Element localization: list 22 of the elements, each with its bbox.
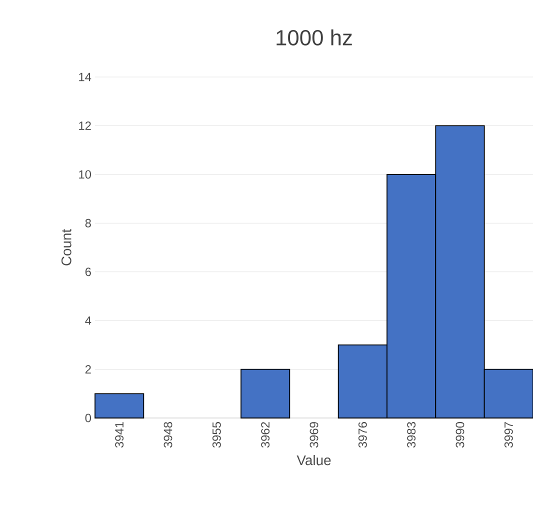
x-tick-label: 3969 <box>310 422 318 448</box>
x-tick-label: 3941 <box>115 422 124 448</box>
x-tick-label: 3955 <box>212 422 221 448</box>
bar <box>240 368 290 418</box>
y-tick-label: 10 <box>79 170 92 179</box>
y-tick-label: 14 <box>79 72 92 82</box>
y-tick-label: 12 <box>79 122 91 130</box>
x-tick-label: 3983 <box>407 422 416 448</box>
y-tick-label: 2 <box>85 365 91 374</box>
x-axis-title: Value <box>296 454 331 466</box>
bar <box>94 393 144 418</box>
x-tick-label: 3990 <box>456 422 464 448</box>
x-tick-label: 3976 <box>358 422 367 448</box>
y-tick-label: 6 <box>85 268 91 276</box>
y-tick-label: 8 <box>85 218 91 228</box>
y-tick-label: 0 <box>85 414 92 422</box>
chart-title: 1000 hz <box>276 29 352 46</box>
x-tick-label: 3962 <box>261 422 270 448</box>
x-tick-label: 3997 <box>504 422 513 448</box>
y-axis-title: Count <box>61 228 72 266</box>
x-tick-label: 3948 <box>164 422 172 448</box>
y-tick-label: 4 <box>85 316 92 325</box>
